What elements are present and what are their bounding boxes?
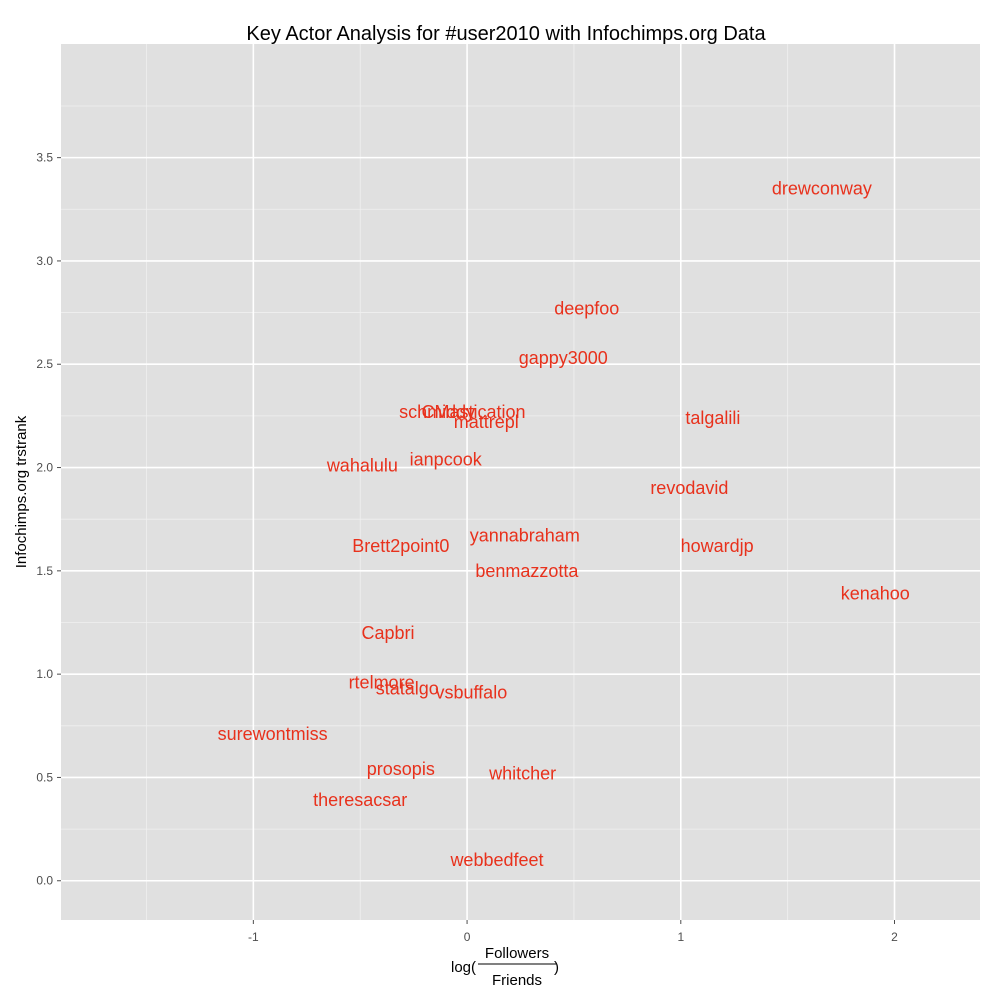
point-label-vsbuffalo: vsbuffalo	[435, 683, 507, 703]
plot-panel	[61, 44, 980, 920]
y-tick-label: 1.5	[36, 564, 53, 578]
x-tick-label: 0	[464, 930, 471, 944]
point-label-theresacsar: theresacsar	[313, 790, 407, 810]
point-label-revodavid: revodavid	[650, 478, 728, 498]
point-labels: drewconway deepfoo gappy3000 schmiddyCMasti…	[218, 179, 910, 870]
point-label-rtelmore: rtelmore	[349, 672, 415, 692]
point-label-wahalulu: wahalulu	[326, 455, 398, 475]
point-label-whitcher: whitcher	[488, 763, 556, 783]
point-label-cmastication: CMastication	[421, 402, 525, 422]
y-tick-label: 0.0	[36, 874, 53, 888]
y-axis-title: Infochimps.org trstrank	[13, 415, 30, 568]
x-tick-label: 2	[891, 930, 898, 944]
y-tick-label: 0.5	[36, 770, 53, 784]
point-label-schmiddy: schmiddy	[399, 402, 475, 422]
x-axis-title-prefix: log(	[451, 959, 476, 976]
point-label-webbedfeet: webbedfeet	[449, 850, 543, 870]
x-tick-label: -1	[248, 930, 259, 944]
point-label-drewconway: drewconway	[772, 179, 872, 199]
point-label-surewontmiss: surewontmiss	[218, 724, 328, 744]
point-label-benmazzotta: benmazzotta	[475, 561, 579, 581]
y-tick-label: 3.5	[36, 151, 53, 165]
x-axis-title-suffix: )	[554, 959, 559, 976]
point-label-statalgo: statalgo	[376, 679, 439, 699]
major-gridlines	[61, 44, 980, 920]
point-label-howardjp: howardjp	[681, 536, 754, 556]
x-tick-label: 1	[677, 930, 684, 944]
point-label-prosopis: prosopis	[367, 759, 435, 779]
x-axis-title-numerator: Followers	[485, 945, 549, 962]
point-label-talgalili: talgalili	[685, 408, 740, 428]
x-axis-title: log( Followers Friends )	[451, 945, 559, 989]
axis-tick-labels: -1 0 1 2 0.0 0.5 1.0 1.5 2.0 2.5 3.0 3.5	[36, 151, 898, 944]
y-tick-label: 3.0	[36, 254, 53, 268]
x-axis-title-denominator: Friends	[492, 972, 542, 989]
point-label-capbri: Capbri	[361, 623, 414, 643]
y-tick-label: 1.0	[36, 667, 53, 681]
point-label-kenahoo: kenahoo	[841, 584, 910, 604]
y-tick-label: 2.0	[36, 461, 53, 475]
point-label-gappy3000: gappy3000	[519, 348, 608, 368]
point-label-mattrepl: mattrepl	[454, 412, 519, 432]
point-label-deepfoo: deepfoo	[554, 298, 619, 318]
point-label-brett2point0: Brett2point0	[352, 536, 449, 556]
point-label-yannabraham: yannabraham	[470, 526, 580, 546]
axis-ticks	[57, 157, 896, 924]
y-tick-label: 2.5	[36, 357, 53, 371]
minor-gridlines	[61, 44, 980, 920]
point-label-ianpcook: ianpcook	[410, 449, 483, 469]
chart-title: Key Actor Analysis for #user2010 with In…	[246, 23, 766, 45]
